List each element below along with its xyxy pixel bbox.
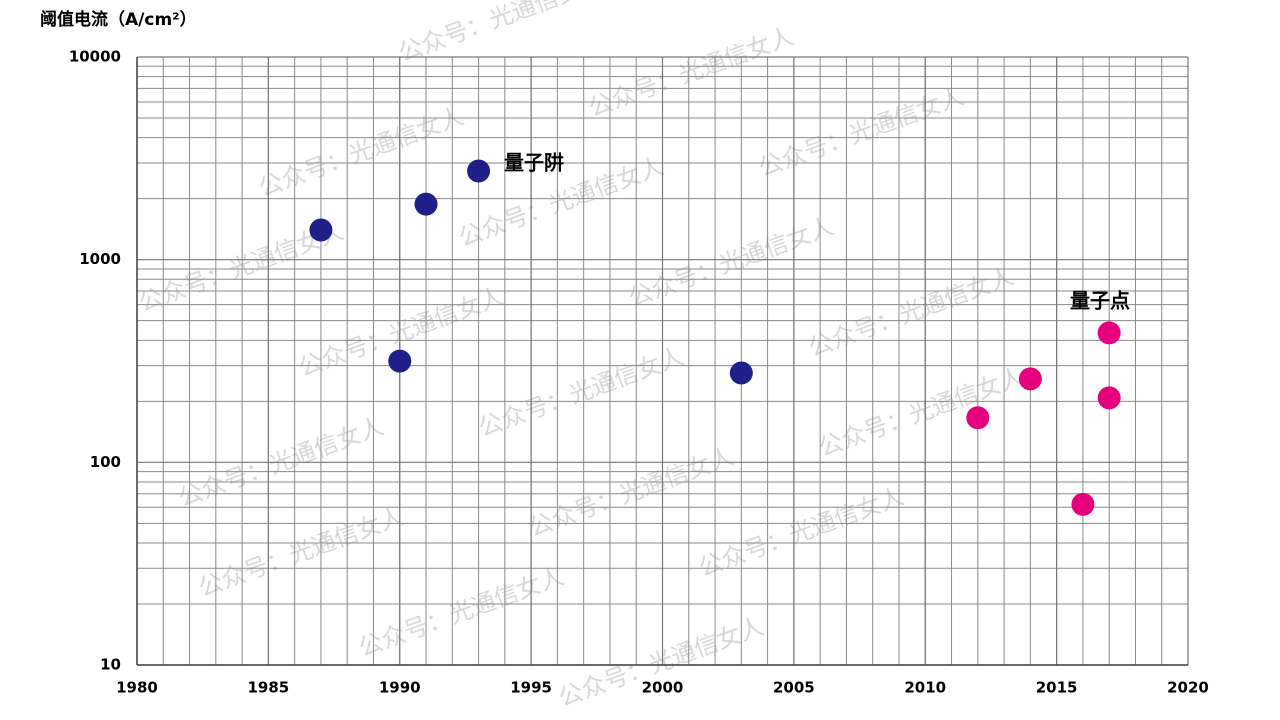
watermark: 公众号：光通信女人 xyxy=(255,102,468,202)
watermark: 公众号：光通信女人 xyxy=(755,82,968,182)
x-tick-label: 2010 xyxy=(904,679,946,697)
point xyxy=(1071,492,1095,516)
point xyxy=(309,218,333,242)
x-tick-label: 1980 xyxy=(116,679,158,697)
point xyxy=(467,159,491,183)
x-tick-label: 2015 xyxy=(1036,679,1078,697)
point xyxy=(729,361,753,385)
point xyxy=(388,349,412,373)
x-tick-label: 2005 xyxy=(773,679,815,697)
chart-title: 阈值电流（A/cm²） xyxy=(40,9,197,30)
point xyxy=(1018,367,1042,391)
point xyxy=(966,406,990,430)
watermark: 公众号：光通信女人 xyxy=(625,212,838,312)
x-tick-label: 2000 xyxy=(642,679,684,697)
y-tick-label: 10000 xyxy=(69,48,121,66)
watermark: 公众号：光通信女人 xyxy=(555,612,768,712)
point xyxy=(1097,321,1121,345)
watermark: 公众号：光通信女人 xyxy=(475,342,688,442)
watermark: 公众号：光通信女人 xyxy=(695,482,908,582)
x-tick-label: 1990 xyxy=(379,679,421,697)
grid: 1980 1985 1990 1995 2000 2005 2010 2015 2020 10 10… xyxy=(69,48,1209,697)
point xyxy=(1097,386,1121,410)
watermark: 公众号：光通信女人 xyxy=(805,262,1018,362)
y-tick-label: 10 xyxy=(100,656,121,674)
x-tick-label: 1995 xyxy=(510,679,552,697)
y-tick-label: 1000 xyxy=(79,250,121,268)
watermark: 公众号：光通信女人 xyxy=(525,442,738,542)
y-tick-label: 100 xyxy=(90,453,121,471)
series-label: 量子点 xyxy=(1070,289,1130,313)
series-label: 量子阱 xyxy=(504,151,564,175)
x-tick-label: 1985 xyxy=(248,679,290,697)
watermark: 公众号：光通信女人 xyxy=(195,502,408,602)
watermark: 公众号：光通信女人 xyxy=(585,22,798,122)
point xyxy=(414,192,438,216)
watermark: 公众号：光通信女人 xyxy=(355,562,568,662)
x-tick-label: 2020 xyxy=(1167,679,1209,697)
